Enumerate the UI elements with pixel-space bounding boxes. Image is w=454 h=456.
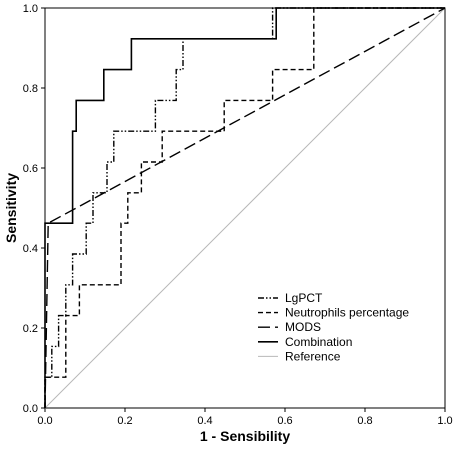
x-tick-label: 0.4 <box>197 415 212 427</box>
x-axis-title: 1 - Sensibility <box>200 428 290 444</box>
x-tick-label: 0.0 <box>37 415 52 427</box>
series-line-lgpct <box>44 7 445 408</box>
series-layer <box>44 7 446 409</box>
y-tick-label: 0.8 <box>23 83 38 95</box>
series-line-combination <box>44 7 445 408</box>
y-tick-label: 0.2 <box>23 323 38 335</box>
plot-frame <box>44 7 446 409</box>
x-tick-label: 0.6 <box>277 415 292 427</box>
legend-label: Neutrophils percentage <box>285 306 409 320</box>
legend-label: Reference <box>285 349 341 363</box>
legend-label: MODS <box>285 320 321 334</box>
legend-label: LgPCT <box>285 291 323 305</box>
series-line-mods <box>44 7 446 409</box>
y-tick-label: 0.0 <box>23 403 38 415</box>
x-tick-label: 0.8 <box>357 415 372 427</box>
legend-label: Combination <box>285 335 352 349</box>
x-tick-label: 1.0 <box>437 415 452 427</box>
series-line-reference <box>44 7 446 409</box>
y-tick-label: 1.0 <box>23 3 38 15</box>
axis-ticks: 0.0 0.2 0.4 0.6 0.8 1.0 0.0 0.2 0.4 0.6 0.8 1.0 <box>23 3 453 427</box>
series-line-neutrophils-percentage <box>44 7 445 408</box>
y-tick-label: 0.6 <box>23 163 38 175</box>
y-axis-title: Sensitivity <box>3 173 19 243</box>
x-tick-label: 0.2 <box>117 415 132 427</box>
y-tick-label: 0.4 <box>23 243 38 255</box>
